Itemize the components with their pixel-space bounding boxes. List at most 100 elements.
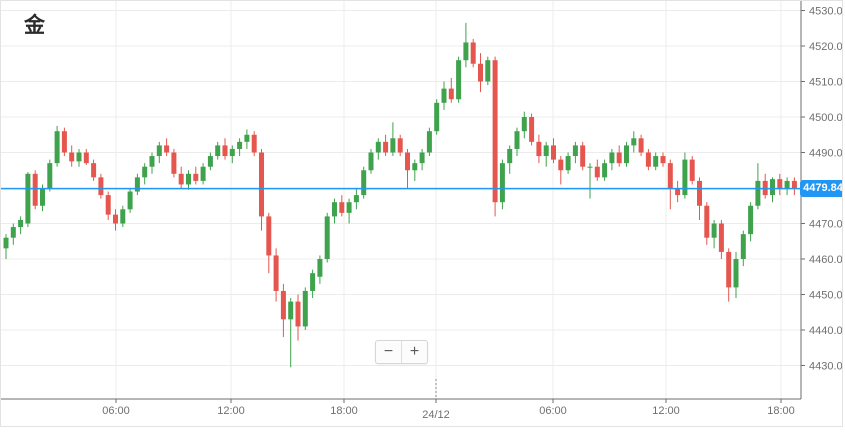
candle-body — [295, 301, 301, 327]
candle-body — [499, 163, 505, 203]
candle-body — [770, 179, 775, 196]
candle-body — [83, 152, 89, 164]
candle-body — [682, 159, 688, 196]
candle-body — [171, 152, 177, 174]
y-axis-label: 4450.00 — [809, 290, 843, 302]
candle-body — [193, 173, 199, 181]
y-axis-label: 4490.00 — [809, 148, 843, 160]
candle-body — [726, 251, 732, 288]
candle-body — [397, 138, 403, 153]
candle-body — [624, 145, 629, 164]
candle-body — [339, 202, 345, 213]
candle-body — [551, 145, 556, 160]
candle-body — [631, 138, 637, 146]
candle-body — [105, 195, 111, 215]
candle-body — [478, 63, 483, 82]
candle-body — [660, 156, 666, 164]
candle-body — [514, 131, 520, 149]
candle-body — [580, 145, 586, 167]
candle-body — [521, 117, 527, 132]
candle-body — [485, 60, 491, 82]
candle-body — [149, 156, 155, 167]
candle-body — [178, 173, 184, 185]
candle-body — [18, 219, 24, 228]
candle-body — [186, 173, 191, 185]
candle-body — [587, 166, 593, 168]
candle-body — [675, 188, 681, 196]
candle-body — [777, 179, 783, 188]
candle-body — [697, 180, 702, 206]
candle-body — [383, 141, 389, 153]
zoom-controls: − + — [375, 340, 428, 364]
y-axis-label: 4530.00 — [809, 6, 843, 18]
candle-body — [602, 163, 608, 178]
candle-body — [470, 42, 476, 64]
candle-body — [463, 42, 469, 61]
candle-body — [390, 138, 396, 153]
candle-body — [134, 177, 140, 192]
candle-body — [638, 138, 644, 153]
candle-body — [156, 145, 162, 157]
candle-body — [229, 148, 235, 157]
candle-body — [419, 152, 425, 164]
y-axis-label: 4440.00 — [809, 325, 843, 337]
chart-widget: 金 4430.004440.004450.004460.004470.00448… — [0, 0, 843, 427]
y-axis-label: 4500.00 — [809, 112, 843, 124]
candle-body — [740, 234, 746, 259]
candle-body — [280, 290, 286, 320]
candle-body — [91, 163, 97, 178]
x-axis-label: 06:00 — [102, 405, 130, 417]
candle-body — [69, 152, 75, 162]
candle-body — [10, 227, 16, 238]
x-axis-label: 18:00 — [330, 405, 358, 417]
candle-body — [361, 170, 367, 196]
candle-body — [222, 145, 228, 157]
candle-body — [273, 255, 279, 291]
candle-body — [405, 152, 410, 171]
x-axis-label: 06:00 — [539, 405, 567, 417]
candle-body — [667, 163, 673, 188]
candle-body — [237, 141, 243, 149]
candle-body — [207, 156, 213, 167]
candle-body — [142, 166, 148, 178]
zoom-controls-divider — [401, 341, 402, 363]
candle-body — [375, 141, 381, 153]
candle-body — [412, 163, 418, 171]
candle-body — [755, 180, 761, 206]
candle-body — [98, 177, 104, 196]
candle-body — [426, 131, 432, 153]
candle-body — [310, 273, 316, 291]
candlestick-chart-canvas[interactable]: 4430.004440.004450.004460.004470.004480.… — [1, 1, 843, 426]
candle-body — [317, 259, 323, 277]
zoom-out-button[interactable]: − — [376, 341, 401, 363]
candle-body — [215, 145, 221, 157]
candle-body — [609, 152, 615, 164]
candle-body — [441, 88, 447, 103]
candle-body — [718, 223, 724, 252]
chart-title: 金 — [24, 14, 45, 37]
candle-body — [76, 152, 82, 162]
x-axis-label: 12:00 — [652, 405, 680, 417]
candle-body — [200, 166, 206, 181]
y-axis-label: 4520.00 — [809, 41, 843, 53]
y-axis-label: 4460.00 — [809, 254, 843, 266]
candle-body — [368, 152, 374, 171]
candle-body — [492, 60, 498, 203]
candle-body — [653, 156, 659, 167]
y-axis-label: 4470.00 — [809, 219, 843, 231]
candle-body — [324, 216, 330, 259]
candle-body — [507, 148, 513, 164]
candle-body — [456, 60, 462, 100]
candle-body — [113, 214, 118, 224]
zoom-in-button[interactable]: + — [402, 341, 427, 363]
candle-body — [594, 166, 600, 178]
y-axis-label: 4430.00 — [809, 361, 843, 373]
candle-body — [711, 223, 717, 238]
candle-body — [645, 152, 651, 167]
x-axis-label: 12:00 — [217, 405, 245, 417]
candle-body — [529, 117, 535, 142]
candle-body — [689, 159, 695, 181]
candle-body — [32, 173, 38, 206]
candle-body — [748, 205, 754, 235]
candle-body — [54, 131, 60, 164]
